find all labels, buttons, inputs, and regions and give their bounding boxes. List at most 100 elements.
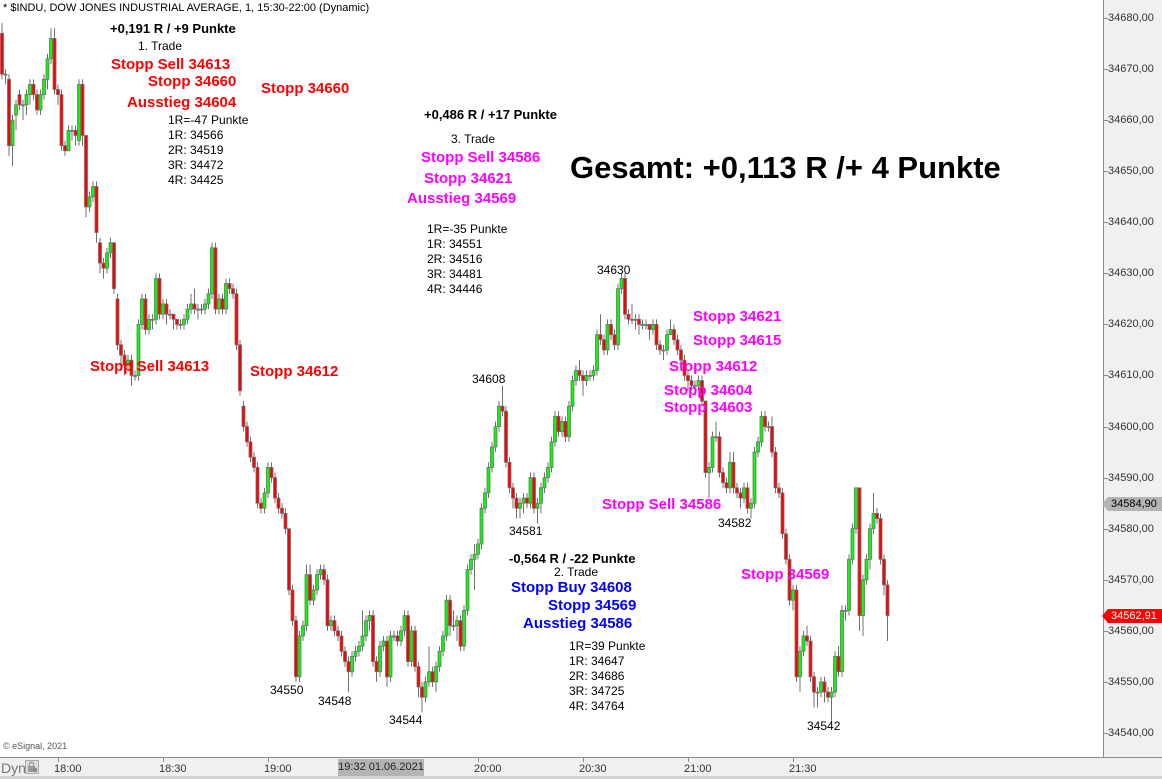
candle (647, 324, 652, 340)
lock-icon[interactable] (25, 760, 39, 774)
candle (497, 401, 501, 432)
candle-body (651, 324, 655, 330)
candle (637, 314, 641, 335)
candle-body (136, 324, 141, 376)
price-mark: 34550 (270, 683, 304, 697)
candle-body (161, 303, 165, 315)
trade3-chart-stop: Stopp 34621 (693, 308, 782, 325)
candle-body (567, 405, 571, 438)
candle-body (626, 313, 631, 320)
candle-body (147, 318, 151, 330)
candle-body (119, 344, 123, 356)
x-tick-label: 19:00 (264, 763, 292, 775)
candle (640, 319, 645, 330)
candle-body (164, 303, 169, 315)
candle-body (882, 558, 886, 586)
candle-body (129, 359, 134, 376)
candle-body (630, 318, 634, 321)
candle (479, 503, 484, 550)
candle (378, 641, 382, 677)
candle (199, 303, 204, 315)
candle (182, 314, 186, 330)
candle (630, 303, 634, 325)
candle-body (535, 502, 540, 509)
candle (689, 375, 694, 391)
candle (108, 237, 113, 259)
candle-body (511, 487, 515, 499)
candle-body (91, 186, 95, 198)
candle (196, 303, 200, 320)
candle (374, 656, 379, 682)
candle-body (322, 569, 326, 581)
candle-body (871, 512, 876, 530)
candle (724, 477, 729, 493)
candle-body (315, 574, 319, 591)
candle (612, 329, 617, 350)
candle-body (609, 324, 613, 336)
candle-body (385, 640, 389, 678)
candle-body (28, 83, 32, 96)
candle-body (434, 666, 438, 683)
candle (220, 293, 225, 315)
candle-body (616, 288, 620, 346)
y-tick (1104, 171, 1108, 173)
dyn-mode-label[interactable]: Dyn (1, 760, 26, 776)
candle-body (623, 278, 627, 315)
candle-body (343, 650, 347, 662)
candle-body (318, 569, 323, 576)
y-tick (1104, 324, 1108, 326)
price-axis[interactable]: 34584,90 34562,91 34680,00 34670,00 34660,… (1102, 0, 1162, 757)
y-tick (1104, 426, 1108, 428)
candle (392, 630, 396, 642)
time-axis[interactable]: Dyn 19:32 01.06.2021 18:00 18:30 19:00 20:0… (0, 757, 1162, 777)
candle-body (0, 32, 4, 75)
candle (651, 319, 655, 335)
candle-body (231, 288, 235, 295)
candle (227, 278, 232, 294)
horizontal-scrollbar[interactable] (0, 776, 1162, 779)
candle (56, 84, 60, 105)
candle (525, 492, 529, 509)
candle-body (178, 324, 183, 326)
candle (518, 498, 522, 519)
candle-body (703, 400, 708, 473)
candle (178, 319, 183, 330)
y-tick-label: 34670,00 (1108, 63, 1154, 76)
candle (315, 569, 319, 596)
candle (87, 191, 92, 213)
candle-body (857, 487, 862, 616)
candle-body (787, 558, 792, 601)
candle-body (245, 426, 249, 443)
candle (861, 574, 865, 636)
candle (752, 446, 757, 509)
candle (833, 651, 837, 698)
candle-body (497, 405, 501, 427)
candle (675, 334, 680, 356)
candle (294, 615, 298, 682)
candle (770, 416, 774, 458)
y-tick-label: 34650,00 (1108, 165, 1154, 178)
candle (700, 375, 704, 407)
candle-body (542, 477, 547, 489)
candle-body (192, 303, 197, 310)
candle (318, 564, 323, 580)
candle-body (714, 436, 718, 439)
candle-body (66, 129, 71, 152)
price-chart[interactable]: * $INDU, DOW JONES INDUSTRIAL AVERAGE, 1… (0, 0, 1103, 757)
candle (84, 135, 88, 218)
candle-body (549, 441, 554, 468)
candle (189, 293, 193, 315)
candle (626, 309, 631, 325)
trade3-chart-stop: Stopp 34612 (669, 358, 758, 375)
trade1-result: +0,191 R / +9 Punkte (110, 21, 236, 36)
candle-body (297, 635, 302, 678)
candle-body (213, 247, 218, 310)
candle (91, 181, 95, 202)
candle (147, 314, 151, 335)
candle (791, 584, 795, 611)
candle (49, 28, 53, 64)
candle (441, 630, 445, 657)
candle (707, 462, 711, 499)
candle (353, 646, 358, 662)
candle-body (707, 467, 711, 473)
